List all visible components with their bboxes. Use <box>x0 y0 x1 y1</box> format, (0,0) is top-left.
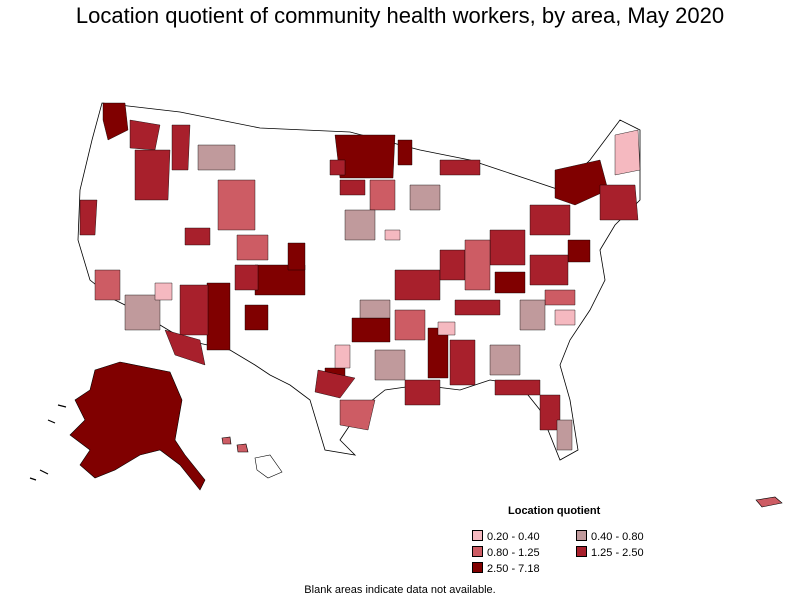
area-north-carolina-west <box>554 309 576 326</box>
area-arizona-east <box>179 284 209 336</box>
area-kentucky <box>494 271 526 294</box>
legend-swatch-2-50-7-18 <box>472 562 483 573</box>
area-georgia <box>494 379 541 396</box>
area-nebraska <box>236 234 269 261</box>
area-south-carolina <box>519 299 546 331</box>
area-california-south <box>94 269 121 301</box>
legend-swatch-0-40-0-80 <box>576 530 587 541</box>
alaska <box>69 361 206 491</box>
area-arkansas <box>394 309 426 341</box>
area-texas-north <box>334 344 351 369</box>
area-new-mexico-central <box>244 304 269 331</box>
area-maine <box>614 129 641 176</box>
legend-title: Location quotient <box>508 505 601 517</box>
puerto-rico <box>755 496 783 508</box>
area-ne-washington <box>102 102 129 141</box>
area-montana-ne <box>329 159 346 176</box>
area-tennessee <box>454 299 501 316</box>
area-new-mexico-east <box>206 282 231 351</box>
area-new-england <box>599 184 639 221</box>
area-michigan <box>439 159 481 176</box>
legend-label-2-50-7-18: 2.50 - 7.18 <box>487 563 540 575</box>
area-new-york <box>554 159 609 206</box>
legend-item-0-80-1-25: 0.80 - 1.25 <box>472 546 540 560</box>
alaska-aleutians <box>29 404 67 481</box>
hawaii-oahu <box>221 436 232 445</box>
hawaii-maui <box>236 443 249 453</box>
legend-item-0-20-0-40: 0.20 - 0.40 <box>472 530 540 544</box>
area-north-carolina <box>544 289 576 306</box>
area-nw-minnesota <box>397 139 413 166</box>
legend-swatch-1-25-2-50 <box>576 546 587 557</box>
area-florida-east <box>556 419 573 451</box>
area-georgia-north <box>489 344 521 376</box>
area-kansas <box>344 209 376 241</box>
area-iowa-south <box>384 229 401 241</box>
area-oklahoma-east <box>351 317 391 343</box>
area-missouri <box>394 269 441 301</box>
legend-item-1-25-2-50: 1.25 - 2.50 <box>576 546 644 560</box>
area-mississippi <box>427 327 449 379</box>
area-texas-central <box>314 369 356 399</box>
legend-label-0-40-0-80: 0.40 - 0.80 <box>591 531 644 543</box>
area-ohio <box>489 229 526 266</box>
area-arizona-south <box>164 329 206 366</box>
area-montana-west <box>197 144 236 171</box>
map-title: Location quotient of community health wo… <box>75 3 725 28</box>
area-iowa <box>369 179 396 211</box>
area-texas-east <box>374 349 406 381</box>
area-south-dakota <box>339 179 366 196</box>
legend-label-0-80-1-25: 0.80 - 1.25 <box>487 547 540 559</box>
legend-label-0-20-0-40: 0.20 - 0.40 <box>487 531 540 543</box>
area-indiana <box>464 239 491 291</box>
area-illinois <box>439 249 466 281</box>
legend-swatch-0-20-0-40 <box>472 530 483 541</box>
area-oklahoma-west <box>359 299 391 319</box>
area-california-central <box>124 294 161 331</box>
legend-swatch-0-80-1-25 <box>472 546 483 557</box>
area-colorado-west <box>234 264 259 291</box>
lq-band-0-20-0-40 <box>154 129 641 369</box>
area-pennsylvania <box>529 204 571 236</box>
footnote: Blank areas indicate data not available. <box>304 584 496 596</box>
area-maryland <box>567 239 591 263</box>
area-wyoming <box>217 179 256 231</box>
area-colorado-east <box>287 242 306 271</box>
hawaii <box>221 436 283 479</box>
area-tennessee-east <box>437 321 456 336</box>
area-virginia <box>529 254 569 286</box>
lq-band-0-40-0-80 <box>124 144 573 451</box>
area-north-california <box>79 199 98 236</box>
area-washington-central <box>129 119 161 151</box>
legend-label-1-25-2-50: 1.25 - 2.50 <box>591 547 644 559</box>
area-alabama <box>449 339 476 386</box>
area-texas-gulf <box>339 399 376 431</box>
area-oregon-east <box>134 149 171 201</box>
area-louisiana <box>404 379 441 406</box>
hawaii-island <box>254 454 283 479</box>
area-idaho <box>171 124 191 171</box>
area-nevada-south <box>154 282 173 301</box>
lq-band-1-25-2-50 <box>79 119 639 431</box>
area-utah-north <box>184 227 211 246</box>
legend-item-0-40-0-80: 0.40 - 0.80 <box>576 530 644 544</box>
legend-item-2-50-7-18: 2.50 - 7.18 <box>472 562 540 576</box>
area-wisconsin <box>409 184 441 211</box>
